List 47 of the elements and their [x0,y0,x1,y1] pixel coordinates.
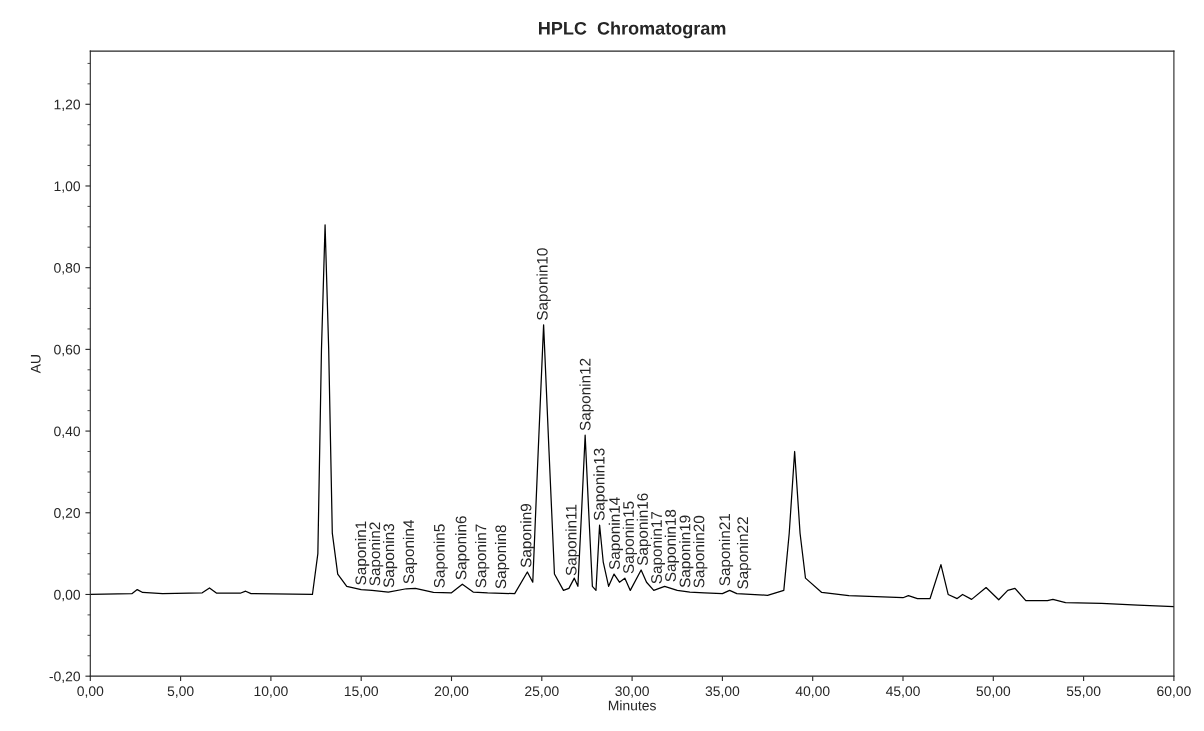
annotation: Saponin22 [736,517,752,589]
y-tick-label: -0,20 [49,671,81,683]
annotation: Saponin4 [402,520,418,584]
y-tick-label: 0,00 [54,589,81,602]
annotation: Saponin18 [664,509,679,582]
y-tick-label: 1,00 [54,181,81,193]
x-tick-label: 45,00 [885,686,920,698]
x-tick-label: 15,00 [344,686,379,698]
annotation: Saponin14 [608,497,623,570]
annotation: Saponin3 [382,523,398,588]
x-tick-label: 35,00 [705,686,740,698]
annotation: Saponin8 [494,525,510,589]
y-tick-label: 0,60 [54,344,81,357]
annotation: Saponin2 [368,522,384,586]
x-tick-label: 50,00 [976,686,1011,698]
y-tick-label: 0,40 [54,426,81,438]
x-tick-label: 60,00 [1157,686,1191,698]
x-tick-label: 5,00 [167,686,194,698]
annotation: Saponin19 [679,515,694,588]
y-tick-label: 1,20 [54,99,81,112]
x-tick-label: 40,00 [795,686,830,698]
x-tick-label: 25,00 [525,686,559,698]
annotation: Saponin9 [520,504,535,568]
annotation: Saponin21 [718,513,734,586]
y-tick-label: 0,20 [54,508,81,520]
annotation: Saponin11 [565,504,580,576]
y-axis-title: AU [30,355,41,374]
x-axis-title: Minutes [608,700,656,711]
annotation: Saponin15 [622,501,637,574]
annotation: Saponin7 [475,524,490,588]
line-series [90,224,1174,608]
x-tick-label: 0,00 [77,686,104,698]
x-tick-label: 30,00 [615,686,649,698]
y-tick-label: 0,80 [54,263,81,275]
annotation: Saponin5 [433,524,448,588]
annotation: Saponin6 [455,516,470,580]
annotation: Saponin17 [650,511,665,584]
annotation: Saponin13 [593,448,608,521]
x-tick-label: 55,00 [1066,686,1101,698]
chart-title: HPLC Chromatogram [539,21,726,39]
annotation: Saponin16 [636,493,651,566]
annotation: Saponin1 [354,521,370,585]
x-tick-label: 20,00 [434,686,469,698]
annotation: Saponin10 [536,248,551,320]
x-tick-label: 10,00 [254,686,288,698]
annotation: Saponin20 [693,515,708,588]
annotation: Saponin12 [579,358,594,431]
